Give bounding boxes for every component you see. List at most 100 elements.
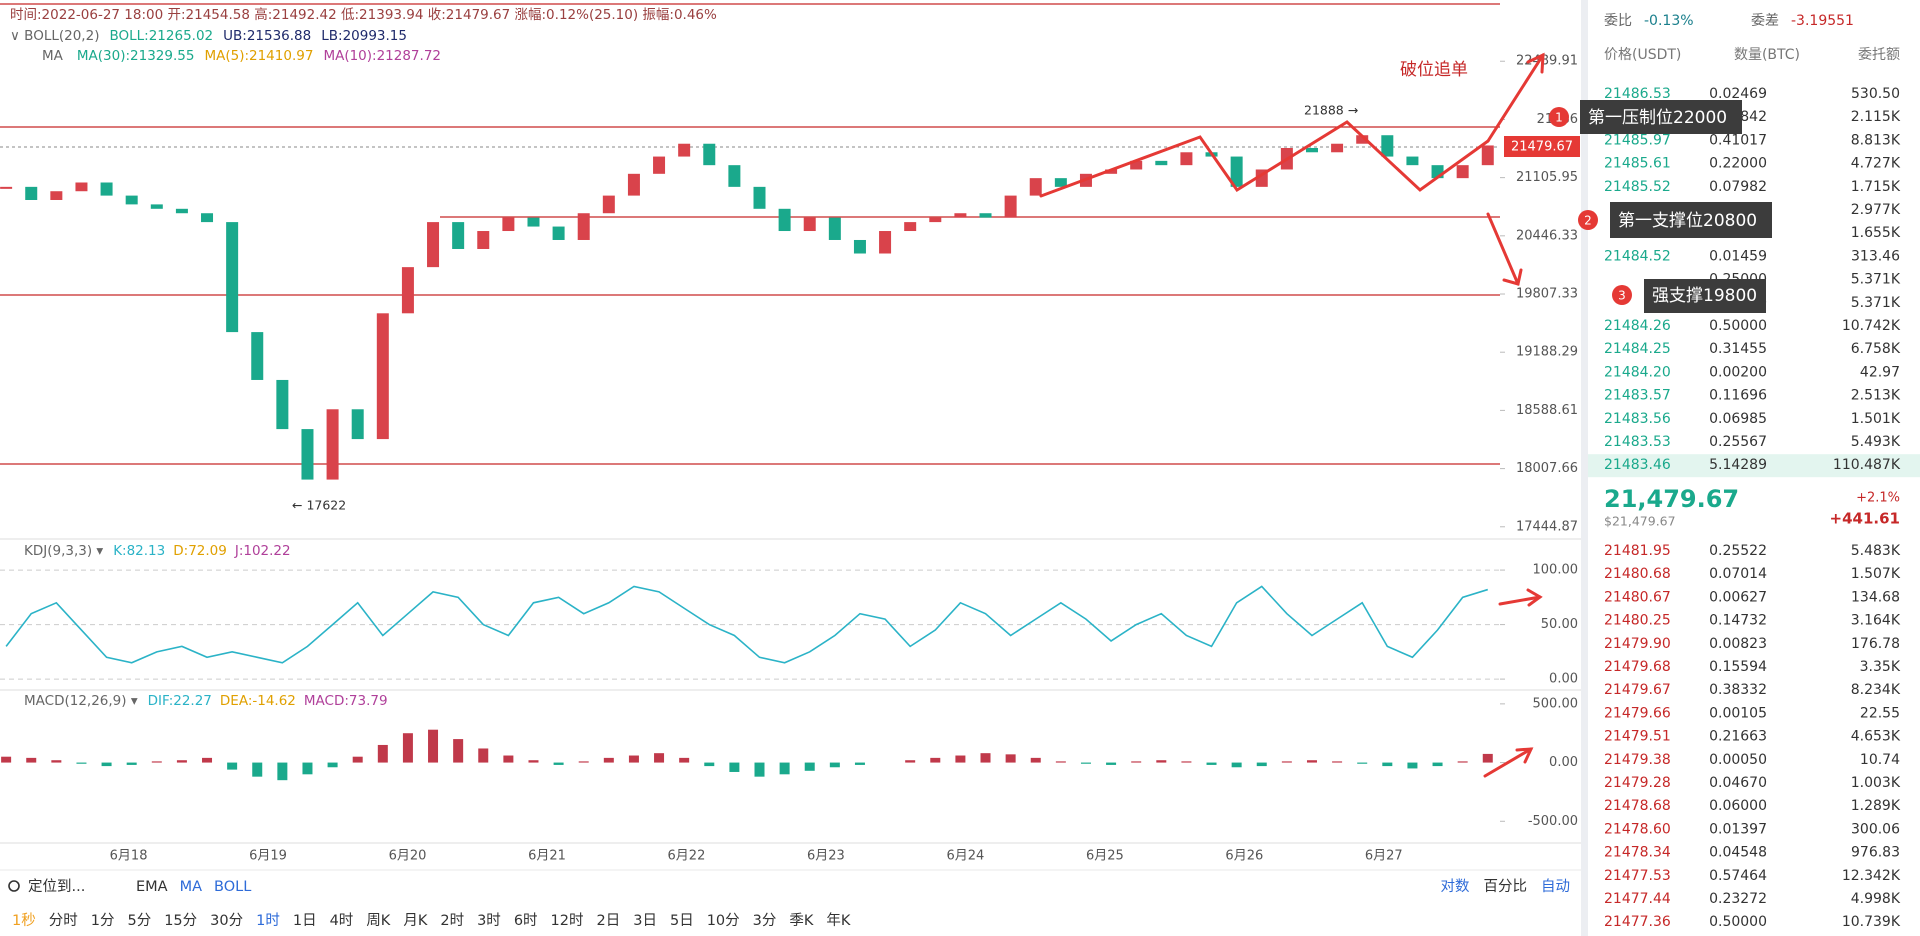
amount: 4.727K	[1851, 156, 1901, 172]
candle	[1456, 165, 1469, 179]
macd-bar	[76, 762, 87, 764]
last-price-tag	[1504, 136, 1580, 157]
value: UB:21536.88	[223, 28, 311, 44]
candle	[477, 231, 490, 249]
candle	[251, 332, 264, 380]
kdj-line	[5, 585, 1489, 664]
macd-bar	[804, 762, 815, 771]
level-lines	[0, 3, 1500, 465]
interval-button[interactable]: 3分	[753, 912, 777, 929]
macd-bar	[176, 760, 187, 763]
badge-text: 2	[1584, 214, 1592, 228]
price: 21485.61	[1604, 156, 1671, 172]
quantity: 0.50000	[1709, 318, 1767, 334]
y-tick-label: 18007.66	[1516, 461, 1578, 476]
column-header: 价格(USDT)	[1604, 47, 1681, 63]
label: ∨ BOLL(20,2)	[10, 28, 99, 44]
interval-button[interactable]: 5分	[127, 912, 151, 929]
interval-button[interactable]: 周K	[366, 913, 390, 929]
amount: 5.483K	[1851, 543, 1901, 559]
arrow-head	[1526, 588, 1543, 607]
indicator[interactable]: BOLL	[214, 879, 251, 895]
interval-button[interactable]: 年K	[826, 912, 850, 929]
value: J:102.22	[234, 543, 291, 559]
interval-button[interactable]: 1日	[293, 913, 317, 929]
macd-bar	[628, 755, 639, 763]
macd-bar	[202, 757, 213, 763]
amount: 42.97	[1860, 364, 1900, 380]
macd-bar	[854, 762, 865, 765]
macd-bar	[1080, 762, 1091, 764]
macd-bar	[478, 748, 489, 763]
indicator[interactable]: EMA	[136, 879, 168, 895]
interval-button[interactable]: 10分	[707, 912, 740, 929]
interval-button[interactable]: 30分	[210, 912, 243, 929]
interval-button[interactable]: 月K	[403, 913, 427, 929]
scale-option[interactable]: 对数	[1441, 878, 1470, 895]
price: 21479.51	[1604, 729, 1671, 745]
candle	[50, 191, 63, 200]
value: LB:20993.15	[321, 28, 407, 44]
callout	[1610, 202, 1772, 238]
macd-bar	[302, 762, 313, 775]
amount: 313.46	[1851, 248, 1900, 264]
scale-bar: 对数 百分比 自动	[1441, 878, 1571, 895]
interval-button[interactable]: 季K	[789, 912, 813, 929]
interval-button[interactable]: 分时	[49, 912, 78, 929]
amount: 5.371K	[1851, 272, 1901, 288]
macd-bar	[126, 762, 137, 765]
candle	[728, 165, 741, 187]
x-tick-label: 6月25	[1086, 849, 1124, 864]
indicator[interactable]: MA	[180, 879, 203, 895]
amount: 1.289K	[1851, 798, 1901, 814]
interval-button[interactable]: 2日	[597, 913, 621, 929]
interval-button[interactable]: 1秒	[12, 912, 36, 929]
y-tick-label: 50.00	[1541, 617, 1578, 632]
amount: 5.493K	[1851, 434, 1901, 450]
amount: 976.83	[1851, 845, 1900, 861]
price: 21477.36	[1604, 914, 1671, 930]
price: 21485.52	[1604, 179, 1671, 195]
interval-button[interactable]: 3时	[477, 912, 501, 929]
quantity: 0.00200	[1709, 364, 1767, 380]
ohlc-info: 时间:2022-06-27 18:00 开:21454.58 高:21492.4…	[10, 6, 717, 23]
candle	[753, 186, 766, 209]
y-tick-label: 17444.87	[1516, 519, 1578, 534]
change-pct: +2.1%	[1856, 491, 1900, 506]
price: 21483.46	[1604, 457, 1671, 473]
interval-button[interactable]: 3日	[633, 913, 657, 929]
interval-button[interactable]: 6时	[514, 912, 538, 929]
value: BOLL:21265.02	[109, 28, 213, 44]
value: MA(30):21329.55	[77, 48, 195, 64]
scale-option[interactable]: 百分比	[1484, 878, 1528, 895]
candle	[552, 226, 565, 240]
callout	[1580, 100, 1742, 134]
scale-option[interactable]: 自动	[1541, 878, 1570, 895]
interval-button[interactable]: 5日	[670, 913, 694, 929]
amount: 22.55	[1860, 705, 1900, 721]
interval-button[interactable]: 12时	[551, 912, 584, 929]
candle	[803, 217, 816, 232]
x-tick-label: 6月18	[110, 849, 148, 864]
interval-button[interactable]: 15分	[164, 912, 197, 929]
interval-button[interactable]: 1分	[91, 912, 115, 929]
locate-button[interactable]: 定位到...	[28, 878, 85, 895]
chart-marks: 22489.912178621105.9520446.3319807.33191…	[0, 54, 1578, 864]
amount: 2.977K	[1851, 202, 1901, 218]
quantity: 0.21663	[1709, 729, 1767, 745]
macd-bar	[704, 762, 715, 767]
candle	[1105, 169, 1118, 174]
splitter[interactable]	[1581, 0, 1588, 936]
locate-icon[interactable]	[8, 880, 20, 892]
candle	[678, 143, 691, 157]
candle	[25, 186, 38, 200]
interval-button[interactable]: 4时	[330, 912, 354, 929]
macd-bar	[1106, 762, 1117, 765]
value: MACD:73.79	[304, 693, 388, 709]
interval-button[interactable]: 2时	[440, 912, 464, 929]
interval-button[interactable]: 1时	[256, 912, 280, 929]
y-tick-label: -500.00	[1528, 814, 1578, 829]
badge	[1578, 210, 1598, 230]
amount: 2.115K	[1851, 109, 1901, 125]
quantity: 5.14289	[1709, 457, 1767, 473]
